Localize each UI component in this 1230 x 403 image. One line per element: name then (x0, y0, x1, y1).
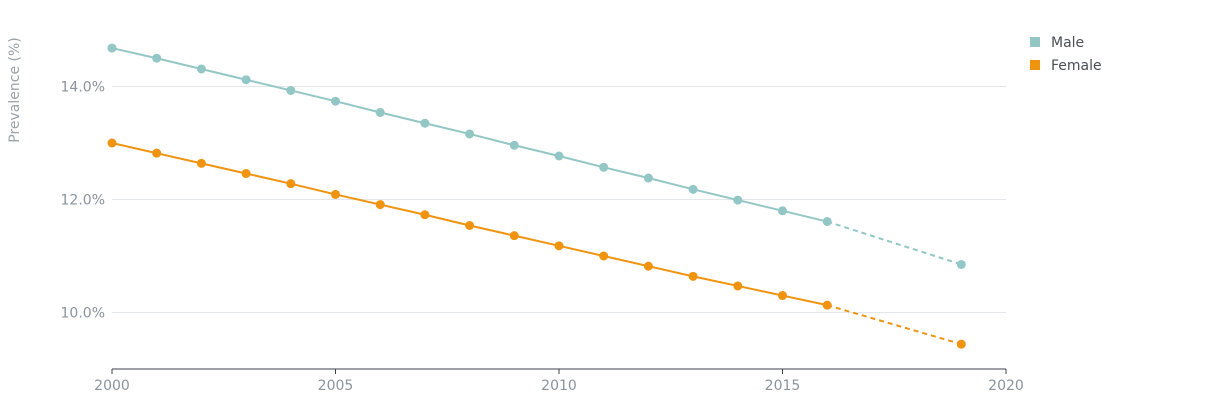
y-tick-label-1: 12.0% (61, 193, 105, 209)
x-tick-label-0: 2000 (94, 378, 130, 394)
point-male-2015 (778, 206, 787, 216)
point-female-2000 (107, 138, 117, 148)
legend: Male Female (1030, 35, 1102, 74)
point-male-2009 (509, 140, 519, 150)
point-male-2002 (196, 64, 206, 74)
point-female-2006 (375, 200, 385, 210)
point-female-2003 (241, 169, 251, 179)
point-female-2002 (196, 158, 206, 168)
point-female-2019 (956, 339, 966, 349)
y-tick-label-0: 10.0% (61, 306, 105, 322)
legend-swatch-male (1030, 37, 1040, 47)
point-female-2005 (331, 189, 340, 199)
axes: 10.0% 12.0% 14.0% 2000 2005 2010 2015 2020 (61, 80, 1024, 395)
x-tick-label-1: 2005 (318, 378, 354, 394)
point-male-2008 (465, 129, 475, 139)
point-male-2001 (152, 53, 162, 63)
y-axis-label: Prevalence (%) (7, 37, 23, 143)
y-tick-label-2: 14.0% (61, 80, 105, 96)
point-male-2011 (599, 162, 609, 172)
gridlines (112, 86, 1006, 313)
point-male-2006 (375, 107, 385, 117)
point-male-2014 (733, 195, 743, 205)
point-female-2014 (733, 281, 743, 291)
point-female-2001 (152, 148, 162, 158)
point-male-2007 (420, 118, 430, 128)
legend-label-male: Male (1051, 35, 1084, 51)
point-female-2011 (599, 251, 609, 261)
point-male-2019 (956, 259, 966, 269)
x-tick-label-3: 2015 (765, 378, 801, 394)
series-group (107, 43, 966, 349)
point-female-2008 (465, 220, 475, 230)
point-male-2016 (822, 217, 832, 227)
point-female-2013 (688, 271, 698, 281)
series-projection-line-female (826, 304, 962, 346)
point-male-2013 (688, 184, 698, 194)
point-male-2005 (331, 96, 340, 106)
point-male-2003 (241, 75, 251, 85)
point-female-2012 (643, 261, 653, 271)
x-tick-label-4: 2020 (988, 378, 1024, 394)
point-male-2000 (107, 43, 117, 53)
point-female-2009 (509, 231, 519, 241)
legend-swatch-female (1030, 60, 1040, 70)
series-projection-line-male (826, 220, 962, 266)
legend-label-female: Female (1051, 58, 1102, 74)
point-male-2010 (554, 151, 564, 161)
point-female-2010 (554, 241, 564, 251)
point-male-2012 (643, 173, 653, 183)
point-female-2016 (822, 300, 832, 310)
point-female-2004 (286, 179, 296, 189)
point-female-2015 (778, 291, 787, 301)
point-male-2004 (286, 85, 296, 95)
x-tick-label-2: 2010 (541, 378, 577, 394)
point-female-2007 (420, 210, 430, 220)
